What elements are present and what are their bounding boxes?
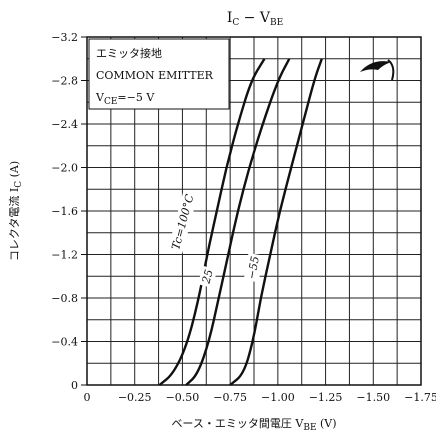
- series-label-bg-0: [167, 190, 199, 254]
- series-line-1: [185, 58, 291, 386]
- scan-mark: [360, 61, 392, 72]
- series-label-text-2: −55: [245, 255, 262, 280]
- y-tick-label: −1.6: [51, 205, 78, 218]
- series-label-text-0: Tc=100°C: [169, 192, 196, 251]
- x-axis-label: ベース・エミッタ間電圧 VBE (V): [171, 417, 336, 433]
- y-axis: 0 −0.4 −0.8 −1.2 −1.6 −2.0 −2.4 −2.8 −3.2: [51, 31, 87, 392]
- x-tick-label: −0.25: [118, 391, 152, 404]
- y-tick-label: −3.2: [51, 31, 78, 44]
- y-tick-label: −0.4: [51, 336, 78, 349]
- y-tick-label: −2.8: [51, 75, 78, 88]
- series-label-0: Tc=100°C: [167, 190, 199, 254]
- legend-line-2: COMMON EMITTER: [96, 69, 214, 82]
- y-axis-label: コレクタ電流 IC (A): [7, 161, 24, 261]
- x-tick-label: −1.25: [309, 391, 343, 404]
- x-tick-label: −1.50: [356, 391, 390, 404]
- y-tick-label: −2.4: [51, 118, 78, 131]
- series-label-bg-1: [197, 265, 218, 289]
- scan-mark-tail: [387, 59, 395, 81]
- y-tick-label: −2.0: [51, 162, 78, 175]
- x-axis: 0 −0.25 −0.50 −0.75 −1.00 −1.25 −1.50 −1.75: [84, 391, 436, 404]
- chart-title: IC − VBE: [227, 10, 283, 28]
- series-line-2: [229, 58, 323, 386]
- series-label-text-1: 25: [199, 268, 215, 286]
- y-tick-label: 0: [71, 379, 78, 392]
- y-tick-label: −0.8: [51, 292, 78, 305]
- legend-box: [88, 38, 230, 110]
- series-label-bg-2: [243, 252, 264, 283]
- grid: [87, 37, 421, 385]
- x-tick-label: 0: [84, 391, 91, 404]
- legend: エミッタ接地 COMMON EMITTER VCE=−5 V: [88, 38, 230, 110]
- series-label-2: −55: [243, 252, 264, 283]
- x-tick-label: −0.75: [213, 391, 247, 404]
- series-line-0: [158, 58, 266, 386]
- y-tick-label: −1.2: [51, 249, 78, 262]
- legend-line-1: エミッタ接地: [96, 47, 162, 60]
- x-tick-label: −1.75: [404, 391, 436, 404]
- x-tick-label: −1.00: [261, 391, 295, 404]
- series-label-1: 25: [197, 265, 218, 289]
- legend-line-3: VCE=−5 V: [95, 91, 155, 107]
- x-tick-label: −0.50: [166, 391, 200, 404]
